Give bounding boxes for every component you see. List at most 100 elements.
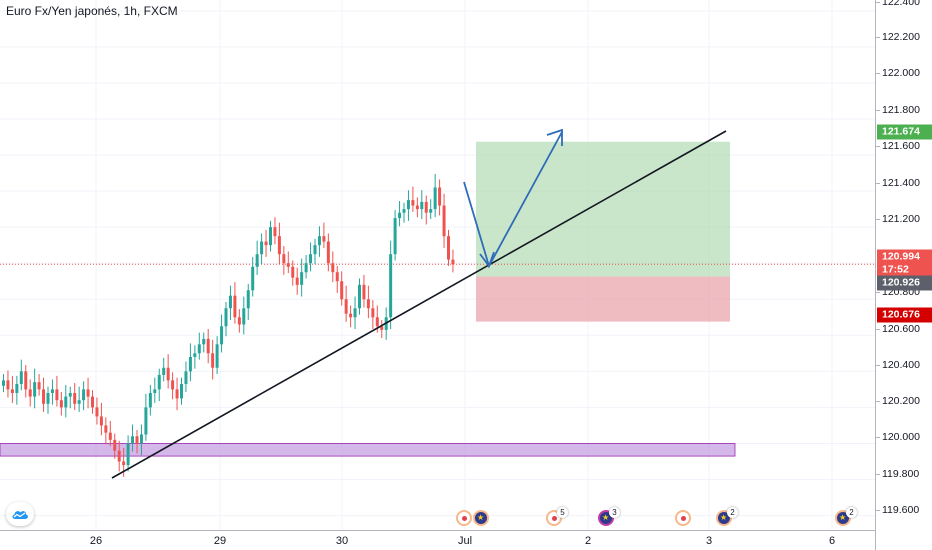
candle-body xyxy=(358,284,361,309)
candle-body xyxy=(282,254,286,264)
price-tick-label: 121.600 xyxy=(876,140,920,152)
candle-body xyxy=(420,201,424,210)
candle-body xyxy=(344,299,348,314)
event-flag-icon[interactable] xyxy=(456,510,472,526)
entry-price-tag: 120.926 xyxy=(877,275,932,291)
candle-body xyxy=(180,383,183,399)
tradingview-logo[interactable] xyxy=(6,502,34,526)
candle-body xyxy=(331,263,335,273)
candle-body xyxy=(291,266,295,278)
candle-body xyxy=(28,389,32,397)
candle-body xyxy=(309,254,313,264)
candle-body xyxy=(286,263,290,267)
stop-price-tag: 120.676 xyxy=(877,307,932,323)
candle-body xyxy=(197,344,201,354)
candle-body xyxy=(166,367,170,381)
loss-zone xyxy=(476,276,730,322)
candle-body xyxy=(68,392,72,397)
chart-canvas[interactable] xyxy=(0,0,875,530)
candle-body xyxy=(202,338,206,345)
candle-body xyxy=(148,392,152,408)
candle-body xyxy=(99,416,103,426)
candle-body xyxy=(251,266,255,291)
cloud-icon xyxy=(12,511,28,519)
candle-body xyxy=(393,218,397,255)
price-tick-label: 122.000 xyxy=(876,67,920,79)
candle-body xyxy=(260,241,264,255)
candle-body xyxy=(220,326,224,345)
time-tick-label: Jul xyxy=(457,535,473,547)
price-tick-label: 122.200 xyxy=(876,31,920,43)
candle-body xyxy=(335,272,339,282)
eu-flag-icon[interactable]: 3 xyxy=(598,507,620,526)
candle-body xyxy=(126,443,130,466)
price-tick-label: 120.600 xyxy=(876,323,920,335)
target-price-tag: 121.674 xyxy=(877,124,932,140)
candle-body xyxy=(273,227,277,237)
time-tick-label: 30 xyxy=(335,535,349,547)
candle-body xyxy=(295,277,299,285)
candle-body xyxy=(59,400,63,408)
price-axis[interactable]: 122.400 122.200 122.000 121.800 121.600 … xyxy=(875,0,932,550)
candle-body xyxy=(277,236,281,255)
candle-body xyxy=(269,227,272,246)
candle-body xyxy=(233,295,237,318)
arrow-head xyxy=(546,128,563,146)
candle-body xyxy=(211,353,215,368)
candle-body xyxy=(64,396,68,408)
trendline xyxy=(111,130,727,479)
candle-body xyxy=(304,263,308,273)
price-tick-label: 120.400 xyxy=(876,359,920,371)
eu-flag-icon[interactable] xyxy=(473,510,489,526)
price-tick-label: 121.400 xyxy=(876,177,920,189)
plot-area[interactable]: Euro Fx/Yen japonés, 1h, FXCM 5 3 2 2 xyxy=(0,0,875,530)
candle-body xyxy=(184,371,188,384)
candle-body xyxy=(175,389,179,399)
candle-body xyxy=(340,281,344,300)
countdown-tag: 17:52 xyxy=(877,262,932,278)
candle-body xyxy=(91,396,94,408)
candle-body xyxy=(438,187,442,206)
price-tick-label: 121.200 xyxy=(876,213,920,225)
event-count-badge: 3 xyxy=(609,507,620,518)
candle-body xyxy=(447,236,450,260)
candle-body xyxy=(242,308,246,325)
candle-body xyxy=(153,389,157,393)
candle-body xyxy=(19,371,23,384)
candle-body xyxy=(429,209,433,213)
time-axis[interactable]: 26 29 30 Jul 2 3 6 xyxy=(0,530,875,550)
event-flag-icon[interactable] xyxy=(675,510,691,526)
price-tick-label: 119.800 xyxy=(875,468,920,480)
candle-body xyxy=(300,272,304,285)
candle-body xyxy=(55,389,59,401)
candle-body xyxy=(353,308,357,318)
candle-body xyxy=(322,236,326,242)
candle-body xyxy=(264,241,268,246)
candle-body xyxy=(50,389,54,393)
time-tick-label: 26 xyxy=(89,535,103,547)
candle-body xyxy=(113,439,117,451)
event-count-badge: 2 xyxy=(727,507,738,518)
candle-body xyxy=(366,299,370,309)
candle-body xyxy=(362,284,366,300)
arrow-head xyxy=(479,251,495,268)
candle-body xyxy=(10,389,14,393)
candle-body xyxy=(108,432,112,440)
candle-body xyxy=(46,392,50,404)
time-tick-label: 2 xyxy=(584,535,592,547)
event-flag-icon[interactable]: 5 xyxy=(546,507,568,526)
candle-body xyxy=(15,383,19,393)
candle-body xyxy=(424,201,428,213)
candle-body xyxy=(380,326,384,330)
candle-body xyxy=(415,205,419,210)
candle-body xyxy=(171,380,175,390)
candle-body xyxy=(144,407,148,435)
candle-body xyxy=(228,295,232,309)
candle-body xyxy=(451,259,455,265)
time-tick-label: 29 xyxy=(213,535,227,547)
eu-flag-icon[interactable]: 2 xyxy=(835,507,857,526)
eu-flag-icon[interactable]: 2 xyxy=(716,507,738,526)
last-price-tag: 120.994 xyxy=(877,249,932,265)
candle-body xyxy=(37,382,41,390)
